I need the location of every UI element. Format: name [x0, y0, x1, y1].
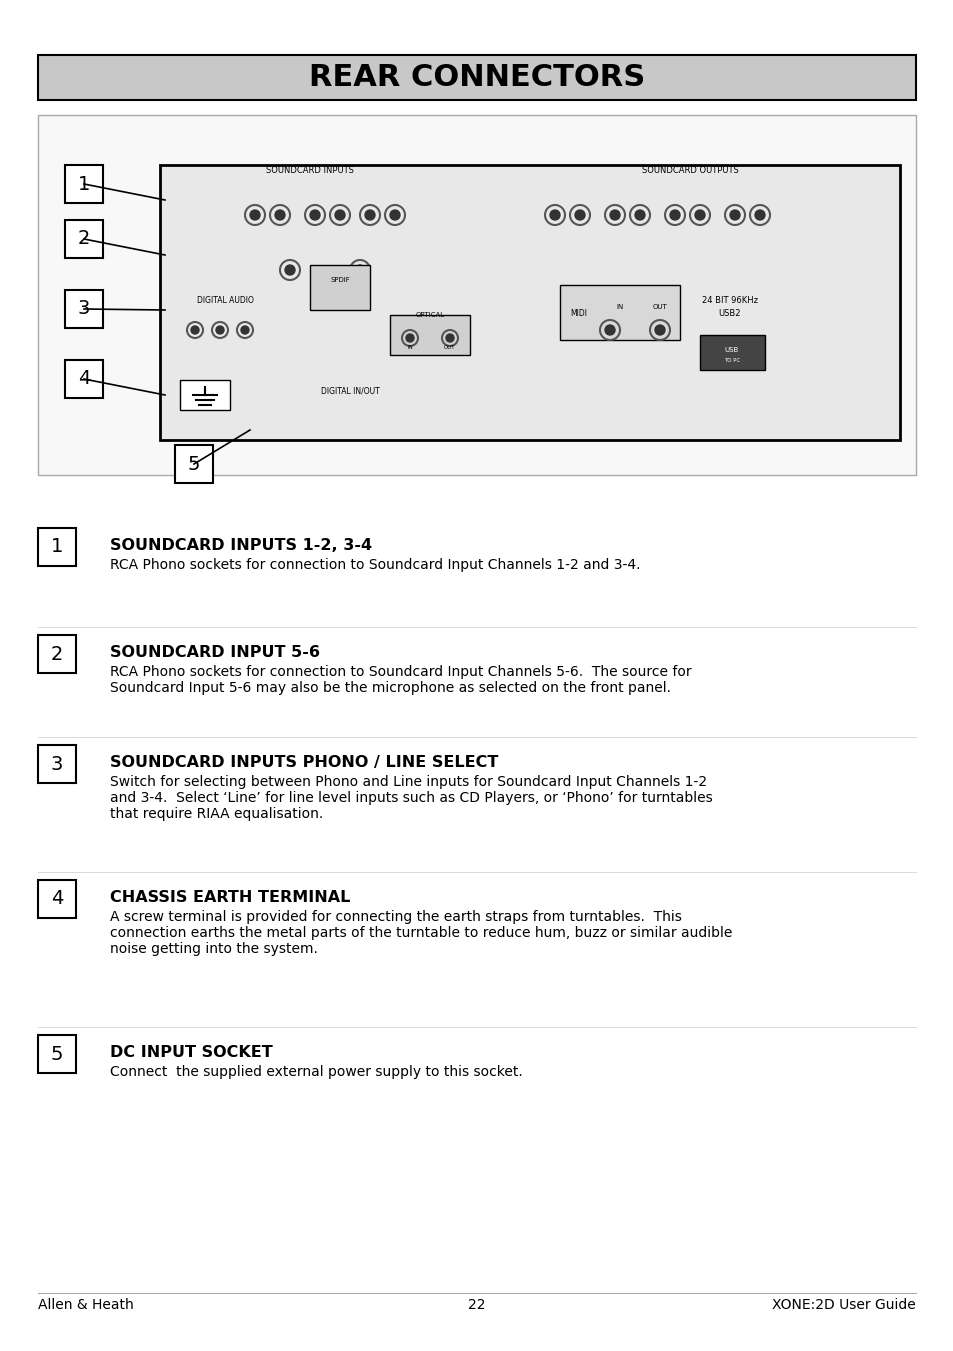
Text: OUT: OUT: [444, 345, 456, 350]
Text: DC INPUT SOCKET: DC INPUT SOCKET: [110, 1046, 273, 1061]
Text: 22: 22: [468, 1298, 485, 1312]
Text: 3: 3: [51, 754, 63, 774]
Circle shape: [695, 209, 704, 220]
FancyBboxPatch shape: [65, 165, 103, 203]
Text: SPDIF: SPDIF: [330, 277, 350, 282]
FancyBboxPatch shape: [38, 635, 76, 673]
Circle shape: [285, 265, 294, 276]
Text: USB2: USB2: [718, 309, 740, 317]
Text: Allen & Heath: Allen & Heath: [38, 1298, 133, 1312]
Circle shape: [635, 209, 644, 220]
Text: Switch for selecting between Phono and Line inputs for Soundcard Input Channels : Switch for selecting between Phono and L…: [110, 775, 712, 821]
Text: 5: 5: [188, 454, 200, 473]
FancyBboxPatch shape: [180, 380, 230, 409]
Circle shape: [191, 326, 199, 334]
FancyBboxPatch shape: [65, 220, 103, 258]
FancyBboxPatch shape: [559, 285, 679, 340]
Text: XONE:2D User Guide: XONE:2D User Guide: [771, 1298, 915, 1312]
Circle shape: [655, 326, 664, 335]
FancyBboxPatch shape: [160, 165, 899, 440]
Text: A screw terminal is provided for connecting the earth straps from turntables.  T: A screw terminal is provided for connect…: [110, 911, 732, 957]
Text: 1: 1: [51, 538, 63, 557]
FancyBboxPatch shape: [38, 1035, 76, 1073]
Text: IN: IN: [616, 304, 623, 309]
Circle shape: [355, 265, 365, 276]
FancyBboxPatch shape: [700, 335, 764, 370]
Text: RCA Phono sockets for connection to Soundcard Input Channels 5-6.  The source fo: RCA Phono sockets for connection to Soun…: [110, 665, 691, 696]
Text: 2: 2: [78, 230, 91, 249]
Circle shape: [241, 326, 249, 334]
Text: RCA Phono sockets for connection to Soundcard Input Channels 1-2 and 3-4.: RCA Phono sockets for connection to Soun…: [110, 558, 639, 571]
FancyBboxPatch shape: [65, 359, 103, 399]
Circle shape: [274, 209, 285, 220]
Text: TO PC: TO PC: [723, 358, 740, 363]
Text: 5: 5: [51, 1044, 63, 1063]
Circle shape: [669, 209, 679, 220]
Text: OUT: OUT: [652, 304, 667, 309]
Text: 1: 1: [78, 174, 91, 193]
Circle shape: [575, 209, 584, 220]
Circle shape: [604, 326, 615, 335]
Text: SOUNDCARD INPUTS: SOUNDCARD INPUTS: [266, 166, 354, 176]
FancyBboxPatch shape: [174, 444, 213, 484]
FancyBboxPatch shape: [38, 55, 915, 100]
Text: SOUNDCARD OUTPUTS: SOUNDCARD OUTPUTS: [641, 166, 738, 176]
Circle shape: [754, 209, 764, 220]
Text: SOUNDCARD INPUTS PHONO / LINE SELECT: SOUNDCARD INPUTS PHONO / LINE SELECT: [110, 755, 497, 770]
Text: 4: 4: [51, 889, 63, 908]
Text: OPTICAL: OPTICAL: [415, 312, 444, 317]
Circle shape: [365, 209, 375, 220]
FancyBboxPatch shape: [38, 744, 76, 784]
Text: DIGITAL AUDIO: DIGITAL AUDIO: [196, 296, 253, 305]
Text: 2: 2: [51, 644, 63, 663]
Circle shape: [729, 209, 740, 220]
Circle shape: [609, 209, 619, 220]
Text: 4: 4: [78, 370, 91, 389]
Text: 24 BIT 96KHz: 24 BIT 96KHz: [701, 296, 758, 305]
Text: SOUNDCARD INPUTS 1-2, 3-4: SOUNDCARD INPUTS 1-2, 3-4: [110, 538, 372, 553]
Text: Connect  the supplied external power supply to this socket.: Connect the supplied external power supp…: [110, 1065, 522, 1079]
FancyBboxPatch shape: [38, 115, 915, 476]
Text: MIDI: MIDI: [569, 309, 586, 317]
FancyBboxPatch shape: [38, 880, 76, 917]
FancyBboxPatch shape: [65, 290, 103, 328]
Text: DIGITAL IN/OUT: DIGITAL IN/OUT: [320, 386, 379, 394]
Text: 3: 3: [78, 300, 91, 319]
Text: IN: IN: [407, 345, 413, 350]
Circle shape: [335, 209, 345, 220]
Circle shape: [390, 209, 399, 220]
FancyBboxPatch shape: [38, 528, 76, 566]
Circle shape: [550, 209, 559, 220]
Text: REAR CONNECTORS: REAR CONNECTORS: [309, 63, 644, 92]
Circle shape: [250, 209, 260, 220]
FancyBboxPatch shape: [310, 265, 370, 309]
Circle shape: [310, 209, 319, 220]
Circle shape: [406, 334, 414, 342]
Text: USB: USB: [724, 347, 739, 353]
FancyBboxPatch shape: [390, 315, 470, 355]
Text: CHASSIS EARTH TERMINAL: CHASSIS EARTH TERMINAL: [110, 890, 350, 905]
Circle shape: [215, 326, 224, 334]
Text: SOUNDCARD INPUT 5-6: SOUNDCARD INPUT 5-6: [110, 644, 319, 661]
Circle shape: [446, 334, 454, 342]
